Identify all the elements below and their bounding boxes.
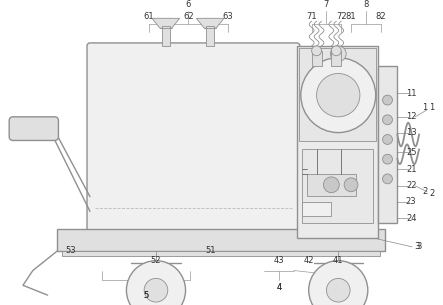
Circle shape [330, 46, 346, 62]
Circle shape [326, 278, 350, 302]
Circle shape [383, 154, 392, 164]
Bar [302, 149, 373, 223]
Text: 5: 5 [144, 291, 149, 300]
Circle shape [383, 115, 392, 125]
Text: 3: 3 [416, 242, 422, 251]
Bar [307, 174, 356, 196]
Circle shape [301, 58, 376, 133]
Text: 61: 61 [144, 12, 155, 21]
Text: 4: 4 [276, 283, 282, 292]
Text: 51: 51 [205, 246, 215, 255]
Text: 23: 23 [406, 197, 416, 206]
Text: 81: 81 [346, 12, 356, 21]
FancyBboxPatch shape [87, 43, 300, 241]
Text: 25: 25 [406, 148, 416, 157]
Bar [331, 51, 341, 66]
Bar [302, 202, 331, 216]
Text: 8: 8 [363, 0, 369, 9]
Text: 12: 12 [406, 112, 416, 121]
Text: 5: 5 [144, 291, 149, 300]
Circle shape [317, 74, 360, 117]
Text: 52: 52 [151, 256, 161, 265]
Circle shape [311, 46, 322, 56]
Bar [297, 46, 378, 238]
Polygon shape [206, 26, 214, 46]
Text: 41: 41 [333, 256, 343, 265]
Text: 42: 42 [303, 256, 314, 265]
Text: 21: 21 [406, 164, 416, 174]
Circle shape [383, 174, 392, 184]
Text: 1: 1 [422, 103, 427, 113]
Text: 13: 13 [406, 128, 416, 137]
Text: 62: 62 [183, 12, 194, 21]
Circle shape [126, 261, 186, 305]
FancyBboxPatch shape [9, 117, 58, 141]
Bar [311, 51, 322, 66]
Circle shape [383, 95, 392, 105]
Text: 4: 4 [276, 283, 282, 292]
Text: 22: 22 [406, 181, 416, 190]
Bar [62, 251, 380, 256]
Text: 43: 43 [274, 256, 284, 265]
Text: 63: 63 [222, 12, 233, 21]
Text: 3: 3 [414, 242, 420, 251]
Text: 7: 7 [324, 0, 329, 9]
Bar [299, 48, 376, 142]
Text: 53: 53 [65, 246, 76, 255]
Text: 72: 72 [336, 12, 346, 21]
Text: 2: 2 [429, 189, 435, 198]
Text: 6: 6 [186, 0, 191, 9]
Text: 24: 24 [406, 214, 416, 223]
Bar [378, 66, 397, 223]
Circle shape [383, 135, 392, 144]
Circle shape [144, 278, 168, 302]
Polygon shape [152, 18, 179, 28]
Text: 1: 1 [429, 103, 435, 113]
Circle shape [331, 46, 341, 56]
Bar [58, 229, 385, 251]
Text: 2: 2 [422, 187, 427, 196]
Circle shape [323, 177, 339, 193]
Polygon shape [162, 26, 170, 46]
Circle shape [309, 261, 368, 305]
Text: 11: 11 [406, 89, 416, 98]
Circle shape [344, 178, 358, 192]
Text: 82: 82 [375, 12, 386, 21]
Text: 71: 71 [307, 12, 317, 21]
Polygon shape [196, 18, 224, 28]
